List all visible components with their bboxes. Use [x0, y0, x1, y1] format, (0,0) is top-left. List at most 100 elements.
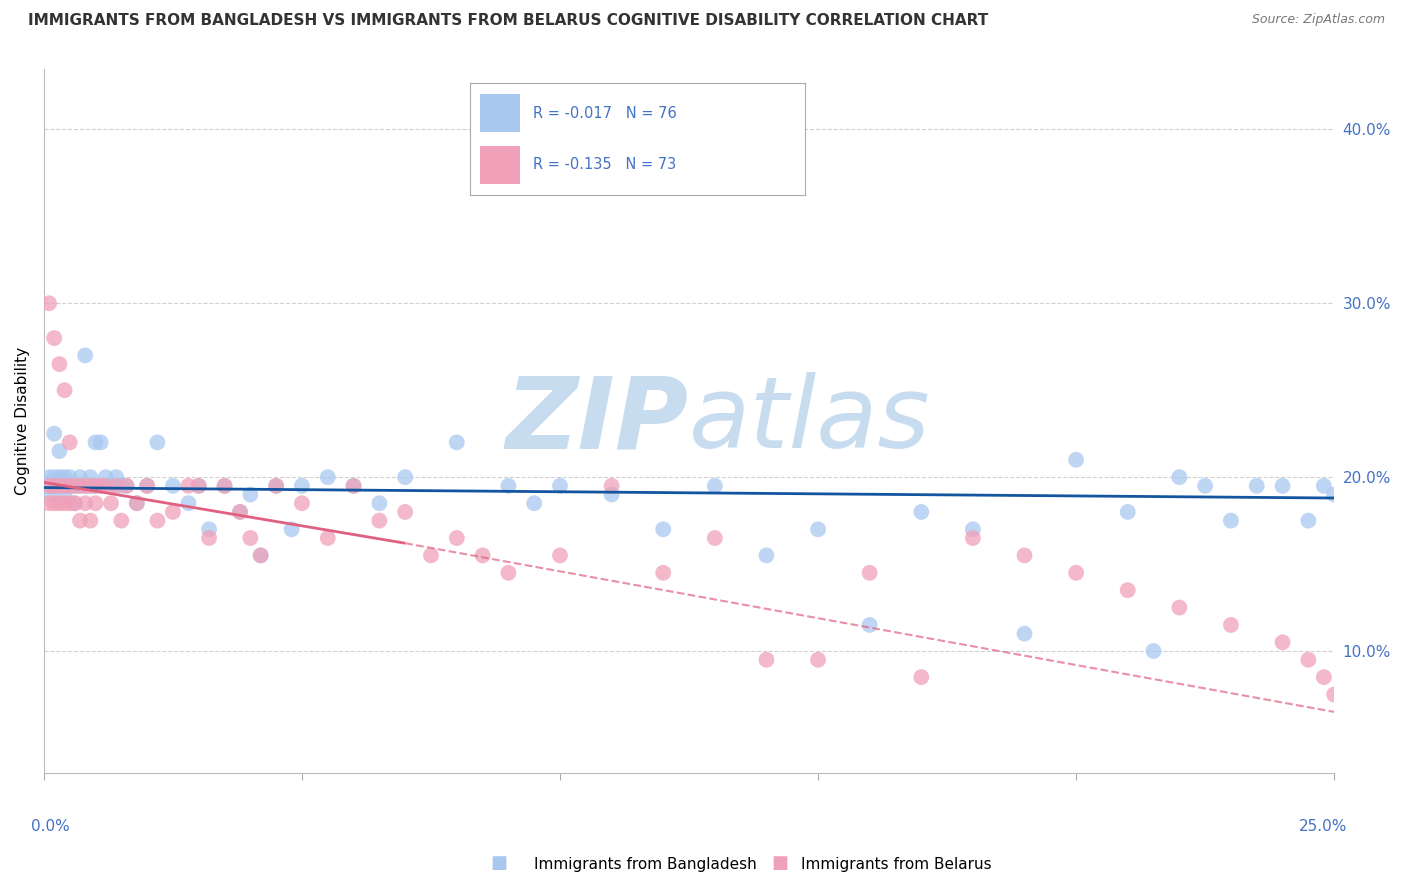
Point [1116, 583, 1139, 598]
Text: Source: ZipAtlas.com: Source: ZipAtlas.com [1251, 13, 1385, 27]
Point [63, 496, 86, 510]
Point [94, 470, 117, 484]
Point [146, 435, 169, 450]
Point [44, 479, 66, 493]
Point [962, 531, 984, 545]
Text: ■: ■ [772, 855, 789, 872]
Point [38, 479, 60, 493]
Point [1323, 688, 1346, 702]
Text: Immigrants from Bangladesh: Immigrants from Bangladesh [534, 857, 756, 872]
Point [1298, 514, 1320, 528]
Point [1298, 653, 1320, 667]
Point [48, 479, 70, 493]
Point [177, 496, 200, 510]
Point [187, 479, 209, 493]
Point [214, 479, 236, 493]
Point [53, 383, 76, 397]
Point [162, 505, 184, 519]
Point [38, 496, 60, 510]
Point [498, 479, 520, 493]
Point [75, 479, 97, 493]
Point [394, 470, 416, 484]
Point [910, 670, 932, 684]
Point [1142, 644, 1164, 658]
Point [90, 479, 112, 493]
Point [703, 531, 725, 545]
Point [48, 470, 70, 484]
Point [59, 479, 82, 493]
Point [44, 426, 66, 441]
Point [910, 505, 932, 519]
Point [1194, 479, 1216, 493]
Point [125, 496, 148, 510]
Text: atlas: atlas [689, 372, 931, 469]
Point [59, 496, 82, 510]
Point [1313, 670, 1336, 684]
Point [652, 522, 675, 536]
Point [79, 479, 101, 493]
Point [115, 479, 138, 493]
Point [177, 479, 200, 493]
Point [600, 479, 623, 493]
Point [1168, 470, 1191, 484]
Point [53, 487, 76, 501]
Point [38, 487, 60, 501]
Point [264, 479, 287, 493]
Point [38, 479, 60, 493]
Point [198, 522, 221, 536]
Point [146, 514, 169, 528]
Point [1364, 734, 1386, 748]
Point [59, 470, 82, 484]
Point [548, 479, 571, 493]
Point [110, 514, 132, 528]
Point [53, 479, 76, 493]
Point [280, 522, 302, 536]
Point [755, 549, 778, 563]
Point [110, 479, 132, 493]
Point [63, 496, 86, 510]
Point [44, 470, 66, 484]
Point [652, 566, 675, 580]
Point [600, 487, 623, 501]
Point [48, 444, 70, 458]
Point [1064, 452, 1087, 467]
Point [44, 331, 66, 345]
Point [807, 522, 830, 536]
Point [1333, 705, 1355, 719]
Point [1219, 514, 1241, 528]
Point [1313, 479, 1336, 493]
Text: Immigrants from Belarus: Immigrants from Belarus [801, 857, 993, 872]
Point [446, 531, 468, 545]
Point [368, 514, 391, 528]
Point [1348, 723, 1371, 737]
Point [755, 653, 778, 667]
Point [471, 549, 494, 563]
Text: ■: ■ [491, 855, 508, 872]
Point [84, 479, 107, 493]
Point [1014, 549, 1036, 563]
Point [342, 479, 364, 493]
Point [69, 479, 91, 493]
Point [38, 470, 60, 484]
Point [79, 470, 101, 484]
Point [63, 479, 86, 493]
Point [1014, 626, 1036, 640]
Point [1246, 479, 1268, 493]
Point [1219, 618, 1241, 632]
Point [69, 514, 91, 528]
Point [316, 531, 339, 545]
Point [44, 496, 66, 510]
Text: 25.0%: 25.0% [1299, 819, 1347, 833]
Point [79, 479, 101, 493]
Point [703, 479, 725, 493]
Point [75, 348, 97, 362]
Point [53, 496, 76, 510]
Point [249, 549, 271, 563]
Point [136, 479, 159, 493]
Point [90, 435, 112, 450]
Point [859, 566, 882, 580]
Point [1116, 505, 1139, 519]
Point [136, 479, 159, 493]
Point [394, 505, 416, 519]
Point [69, 479, 91, 493]
